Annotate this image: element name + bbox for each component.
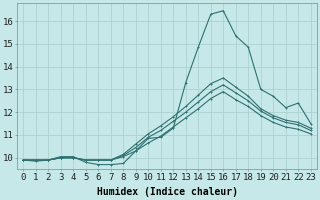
X-axis label: Humidex (Indice chaleur): Humidex (Indice chaleur) bbox=[97, 187, 237, 197]
